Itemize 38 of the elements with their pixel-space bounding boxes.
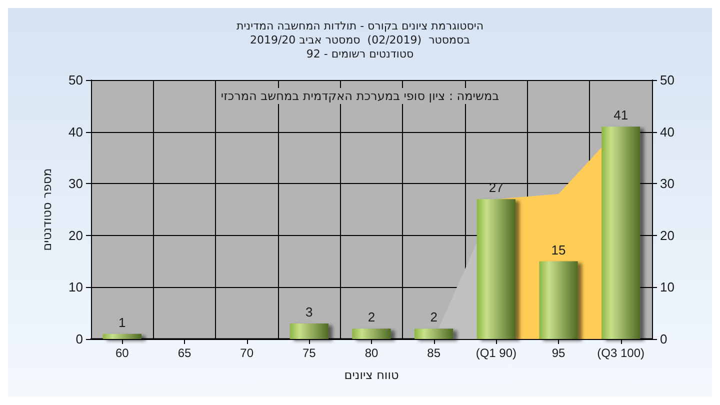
bar <box>290 323 328 339</box>
data-label: 2 <box>368 310 376 325</box>
data-label: 3 <box>306 304 313 320</box>
y-tick-label: 0 <box>76 332 83 346</box>
y2-tick-label: 50 <box>660 72 674 88</box>
x-tick-label: 65 <box>178 346 192 360</box>
data-label: 2 <box>430 310 438 325</box>
y-tick-label: 30 <box>68 176 83 192</box>
x-tick-label: 60 <box>115 346 130 360</box>
data-label: 27 <box>488 180 504 196</box>
y-tick-label: 50 <box>68 72 83 88</box>
x-tick-label: 95 <box>552 346 566 360</box>
data-label: 15 <box>551 242 566 258</box>
x-tick-label: 75 <box>302 346 316 360</box>
y2-tick-label: 30 <box>660 176 674 192</box>
x-tick-label: (Q3 100) <box>597 346 645 360</box>
bar <box>414 328 454 339</box>
x-axis-title: טווח ציונים <box>344 368 399 382</box>
y2-tick-label: 10 <box>660 280 674 295</box>
data-label: 41 <box>614 108 628 123</box>
y2-tick-label: 0 <box>660 332 668 346</box>
y-tick-label: 40 <box>68 124 83 140</box>
y-axis-title: מספר סטודנטים <box>40 168 54 251</box>
annotation: במשימה : ציון סופי במערכת האקדמית במחשב המרכזי <box>220 89 500 103</box>
y2-tick-label: 20 <box>660 228 674 243</box>
x-tick-label: 80 <box>364 346 378 360</box>
bar <box>352 328 391 339</box>
x-tick-label: (Q1 90) <box>476 346 517 360</box>
y2-tick-label: 40 <box>660 124 674 140</box>
data-label: 1 <box>118 314 126 330</box>
x-tick-label: 70 <box>240 346 254 360</box>
x-tick-label: 85 <box>427 346 441 360</box>
y-tick-label: 10 <box>68 280 83 295</box>
chart-title: היסטוגרמת ציונים בקורס - תולדות המחשבה המדינית בסמסטר (02/2019) סמסטר אביב 2019/20 סטודנטים רשומים - 92 <box>236 20 484 60</box>
y-tick-label: 20 <box>68 228 83 243</box>
bar <box>602 126 640 339</box>
bar <box>539 261 578 339</box>
bar <box>102 334 142 339</box>
